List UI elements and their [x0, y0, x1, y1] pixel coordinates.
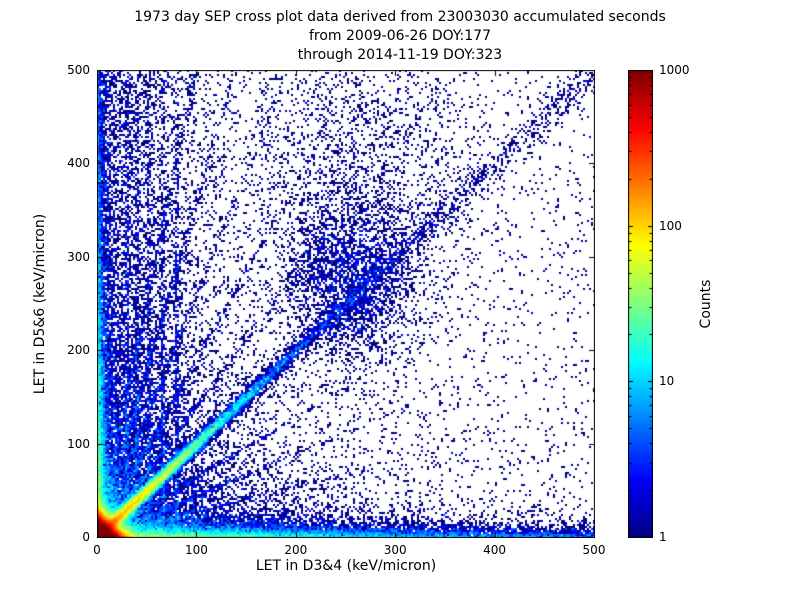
y-axis-label: LET in D5&6 (keV/micron) — [32, 213, 48, 395]
colorbar-canvas — [628, 70, 653, 538]
y-tick-label: 400 — [67, 156, 90, 171]
chart-subtitle-through: through 2014-11-19 DOY:323 — [297, 47, 503, 63]
y-tick-label: 500 — [67, 63, 90, 77]
colorbar-label: Counts — [698, 279, 714, 329]
colorbar-tick-label: 100 — [659, 218, 682, 233]
x-axis-label: LET in D3&4 (keV/micron) — [255, 558, 437, 574]
chart-title-block: 1973 day SEP cross plot data derived fro… — [0, 8, 800, 65]
chart-title: 1973 day SEP cross plot data derived fro… — [134, 9, 666, 25]
y-tick-label: 100 — [67, 436, 90, 451]
x-tick-label: 300 — [383, 543, 407, 557]
colorbar-tick-label: 1 — [659, 530, 667, 544]
chart-subtitle-from: from 2009-06-26 DOY:177 — [308, 28, 491, 44]
y-tick-label: 0 — [82, 530, 90, 544]
x-tick-label: 200 — [284, 543, 308, 557]
y-tick-label: 200 — [67, 343, 90, 358]
x-tick-label: 100 — [184, 543, 208, 557]
colorbar-tick-label: 1000 — [659, 63, 690, 77]
scatter-heatmap-canvas — [97, 70, 595, 538]
y-tick-label: 300 — [67, 249, 90, 264]
x-tick-label: 0 — [93, 543, 101, 557]
colorbar-tick-label: 10 — [659, 374, 675, 389]
x-tick-label: 400 — [483, 543, 507, 557]
x-tick-label: 500 — [582, 543, 606, 557]
